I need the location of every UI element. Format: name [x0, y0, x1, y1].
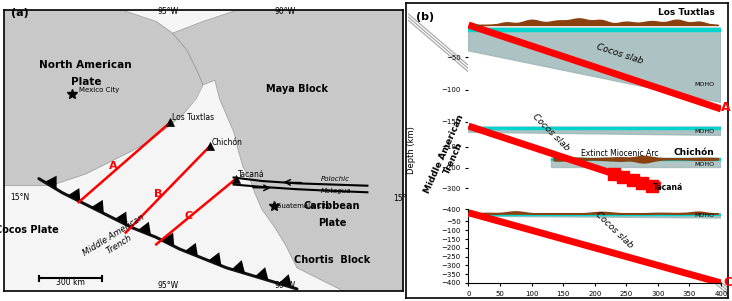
Text: Maya Block: Maya Block	[266, 84, 328, 94]
Text: Cocos Plate: Cocos Plate	[0, 225, 59, 235]
Polygon shape	[115, 212, 127, 225]
Text: Cocos slab: Cocos slab	[596, 42, 644, 66]
Text: Motagua: Motagua	[321, 188, 351, 194]
Text: Mexico City: Mexico City	[79, 87, 119, 93]
Text: (b): (b)	[416, 12, 434, 22]
Text: A: A	[721, 101, 731, 114]
Text: Tacaná: Tacaná	[653, 184, 683, 193]
Polygon shape	[231, 260, 245, 273]
Polygon shape	[45, 176, 56, 189]
Text: 95°W: 95°W	[157, 281, 179, 290]
Text: C: C	[184, 211, 193, 221]
Polygon shape	[68, 188, 81, 202]
Text: 300 km: 300 km	[56, 278, 85, 287]
Text: B: B	[154, 189, 163, 200]
Text: 90°W: 90°W	[274, 8, 296, 16]
Polygon shape	[92, 200, 104, 213]
Polygon shape	[278, 274, 292, 287]
Polygon shape	[209, 252, 221, 266]
Text: C: C	[723, 276, 732, 289]
Text: Cocos slab: Cocos slab	[530, 113, 571, 153]
Text: Los Tuxtlas: Los Tuxtlas	[658, 8, 714, 17]
Text: Extinct Miocenic Arc: Extinct Miocenic Arc	[581, 149, 659, 158]
Text: 90°W: 90°W	[274, 281, 296, 290]
Text: Chichón: Chichón	[674, 148, 714, 157]
Text: Polochic: Polochic	[321, 175, 349, 182]
Text: MOHO: MOHO	[695, 162, 714, 167]
Text: Middle American
Trench: Middle American Trench	[81, 213, 152, 267]
Text: Cocos slab: Cocos slab	[593, 210, 634, 250]
Text: Plate: Plate	[318, 218, 346, 228]
Polygon shape	[185, 243, 198, 256]
Text: North American: North American	[40, 61, 132, 70]
Polygon shape	[550, 158, 721, 160]
Polygon shape	[184, 85, 203, 113]
Polygon shape	[4, 10, 203, 186]
Text: 15°N: 15°N	[11, 193, 30, 202]
Polygon shape	[162, 233, 174, 246]
Text: 15°N: 15°N	[393, 194, 412, 203]
Polygon shape	[468, 214, 721, 218]
Text: Guatemala City: Guatemala City	[276, 203, 330, 209]
Polygon shape	[468, 28, 721, 103]
Text: (a): (a)	[11, 8, 29, 17]
Polygon shape	[468, 214, 721, 215]
Polygon shape	[468, 28, 721, 31]
Polygon shape	[468, 127, 721, 129]
Polygon shape	[468, 127, 721, 135]
Text: Depth (km): Depth (km)	[407, 126, 416, 175]
Text: MOHO: MOHO	[695, 213, 714, 218]
Text: Plate: Plate	[70, 77, 101, 87]
Text: B: B	[653, 180, 662, 193]
Polygon shape	[550, 158, 721, 166]
Text: Chortis  Block: Chortis Block	[294, 255, 370, 265]
Text: MOHO: MOHO	[695, 82, 714, 87]
Text: Caribbean: Caribbean	[304, 201, 360, 211]
Text: Chichón: Chichón	[212, 138, 243, 147]
Text: A: A	[109, 161, 118, 171]
Text: Tacaná: Tacaná	[238, 170, 264, 179]
Polygon shape	[255, 267, 269, 281]
Polygon shape	[173, 10, 403, 291]
Text: Middle American
Trench: Middle American Trench	[423, 113, 475, 199]
Text: Los Tuxtlas: Los Tuxtlas	[172, 113, 214, 122]
Polygon shape	[138, 222, 151, 235]
Text: 95°W: 95°W	[157, 8, 179, 16]
Text: MOHO: MOHO	[695, 129, 714, 134]
